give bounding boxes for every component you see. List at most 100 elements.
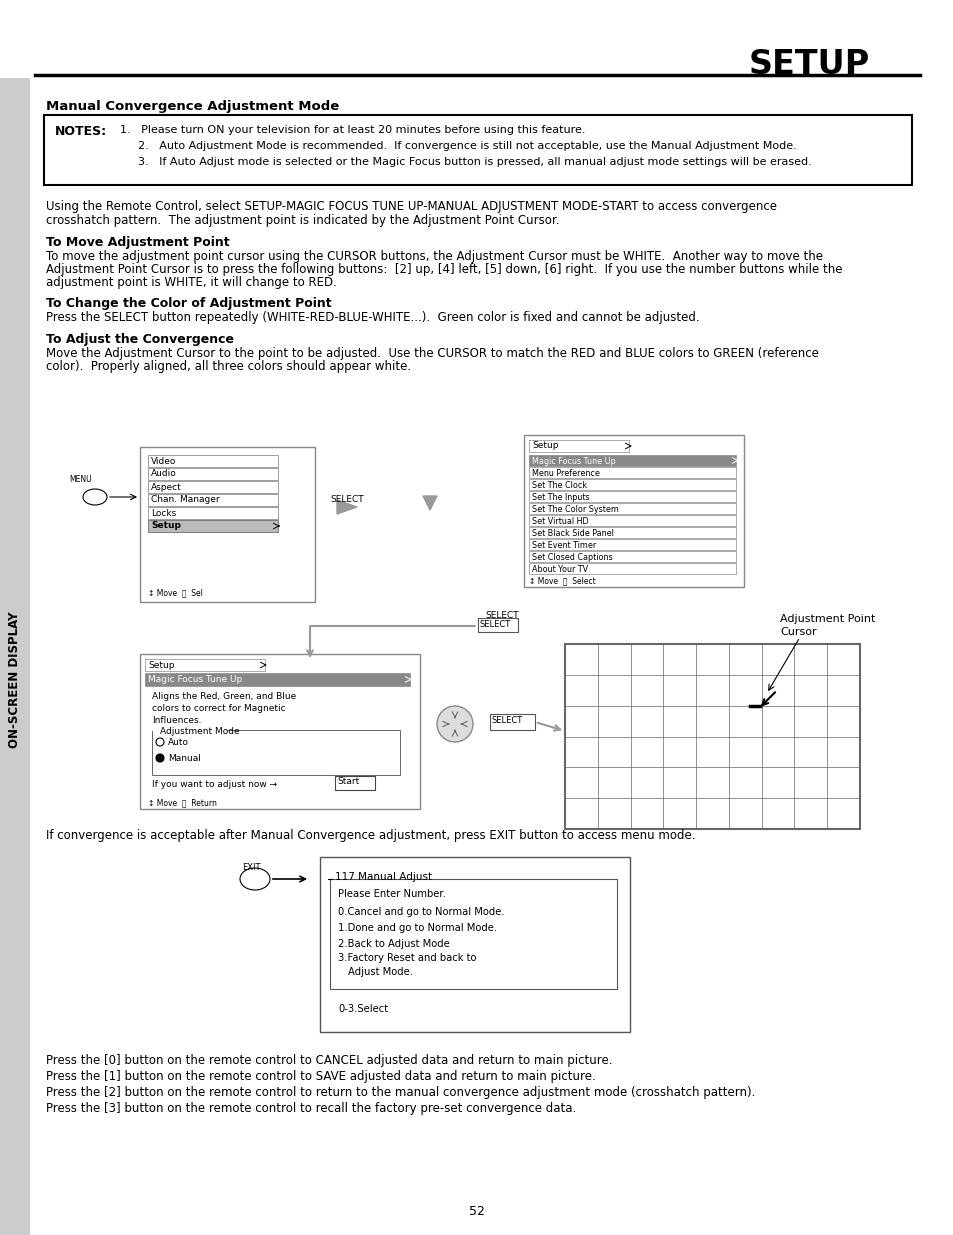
Text: 2.   Auto Adjustment Mode is recommended.  If convergence is still not acceptabl: 2. Auto Adjustment Mode is recommended. … (138, 141, 796, 151)
Text: Influences.: Influences. (152, 716, 201, 725)
Text: EXIT: EXIT (241, 863, 260, 872)
Text: Set The Inputs: Set The Inputs (532, 493, 589, 501)
Text: ON-SCREEN DISPLAY: ON-SCREEN DISPLAY (9, 611, 22, 748)
Text: To move the adjustment point cursor using the CURSOR buttons, the Adjustment Cur: To move the adjustment point cursor usin… (46, 249, 822, 263)
Circle shape (156, 755, 164, 762)
Bar (152, 725, 227, 731)
Text: Aligns the Red, Green, and Blue: Aligns the Red, Green, and Blue (152, 692, 296, 701)
Bar (148, 494, 277, 506)
Bar (529, 454, 735, 466)
Bar (145, 673, 410, 685)
Bar (529, 492, 735, 501)
Text: Set The Color System: Set The Color System (532, 505, 618, 514)
Bar (529, 551, 735, 562)
Bar (529, 538, 735, 550)
Text: Setup: Setup (151, 521, 181, 531)
Bar (148, 468, 277, 480)
Bar (330, 879, 617, 989)
Bar (0, 78, 30, 1235)
Text: Adjustment Point Cursor is to press the following buttons:  [2] up, [4] left, [5: Adjustment Point Cursor is to press the … (46, 263, 841, 275)
Text: Please Enter Number.: Please Enter Number. (337, 889, 445, 899)
Text: Set Black Side Panel: Set Black Side Panel (532, 529, 613, 537)
Text: SELECT: SELECT (484, 611, 518, 620)
Bar (529, 527, 735, 538)
Text: 2.Back to Adjust Mode: 2.Back to Adjust Mode (337, 939, 449, 948)
Bar (529, 563, 735, 574)
Text: 52: 52 (469, 1205, 484, 1218)
Text: SELECT: SELECT (479, 620, 511, 629)
Text: 0.Cancel and go to Normal Mode.: 0.Cancel and go to Normal Mode. (337, 906, 504, 918)
Text: To Change the Color of Adjustment Point: To Change the Color of Adjustment Point (46, 296, 332, 310)
Bar (145, 659, 265, 671)
Bar (529, 440, 628, 452)
Text: MENU: MENU (70, 475, 92, 484)
Bar (140, 655, 419, 809)
Text: If you want to adjust now →: If you want to adjust now → (152, 781, 276, 789)
Text: Adjustment Point: Adjustment Point (780, 614, 875, 624)
Text: NOTES:: NOTES: (55, 125, 107, 138)
Text: Menu Preference: Menu Preference (532, 468, 599, 478)
Text: adjustment point is WHITE, it will change to RED.: adjustment point is WHITE, it will chang… (46, 275, 336, 289)
Bar (148, 508, 277, 519)
Text: SELECT: SELECT (330, 495, 363, 504)
Text: Manual: Manual (168, 755, 201, 763)
Text: Start: Start (336, 778, 359, 787)
Text: Press the SELECT button repeatedly (WHITE-RED-BLUE-WHITE...).  Green color is fi: Press the SELECT button repeatedly (WHIT… (46, 311, 699, 324)
Bar (564, 643, 859, 829)
Text: SELECT: SELECT (492, 716, 522, 725)
Text: Cursor: Cursor (780, 627, 816, 637)
Text: ↕ Move  Ⓛ  Select: ↕ Move Ⓛ Select (529, 576, 595, 585)
Text: Set Virtual HD: Set Virtual HD (532, 516, 588, 526)
Bar (529, 503, 735, 514)
Text: Set The Clock: Set The Clock (532, 480, 586, 489)
Text: Set Event Timer: Set Event Timer (532, 541, 596, 550)
Text: Set Closed Captions: Set Closed Captions (532, 552, 612, 562)
Bar (335, 776, 375, 790)
Text: SETUP: SETUP (748, 48, 869, 82)
Text: Press the [3] button on the remote control to recall the factory pre-set converg: Press the [3] button on the remote contr… (46, 1102, 576, 1115)
Text: Setup: Setup (148, 661, 174, 669)
Text: Using the Remote Control, select SETUP-MAGIC FOCUS TUNE UP-MANUAL ADJUSTMENT MOD: Using the Remote Control, select SETUP-M… (46, 200, 776, 212)
Text: Press the [1] button on the remote control to SAVE adjusted data and return to m: Press the [1] button on the remote contr… (46, 1070, 595, 1083)
Bar (148, 454, 277, 467)
Text: Press the [0] button on the remote control to CANCEL adjusted data and return to: Press the [0] button on the remote contr… (46, 1053, 612, 1067)
Text: Auto: Auto (168, 739, 189, 747)
Polygon shape (336, 500, 356, 514)
Bar (529, 515, 735, 526)
Bar (319, 857, 629, 1032)
Bar (529, 479, 735, 490)
Text: To Adjust the Convergence: To Adjust the Convergence (46, 333, 233, 346)
Text: colors to correct for Magnetic: colors to correct for Magnetic (152, 704, 285, 713)
Text: Chan. Manager: Chan. Manager (151, 495, 219, 505)
Text: Magic Focus Tune Up: Magic Focus Tune Up (148, 674, 242, 683)
Text: Adjust Mode.: Adjust Mode. (348, 967, 413, 977)
Polygon shape (422, 496, 436, 510)
Text: crosshatch pattern.  The adjustment point is indicated by the Adjustment Point C: crosshatch pattern. The adjustment point… (46, 214, 558, 227)
Text: About Your TV: About Your TV (532, 564, 587, 573)
Text: 3.Factory Reset and back to: 3.Factory Reset and back to (337, 953, 476, 963)
Text: Move the Adjustment Cursor to the point to be adjusted.  Use the CURSOR to match: Move the Adjustment Cursor to the point … (46, 347, 818, 359)
Text: 1.Done and go to Normal Mode.: 1.Done and go to Normal Mode. (337, 923, 497, 932)
Bar (148, 480, 277, 493)
Bar (529, 467, 735, 478)
Text: Aspect: Aspect (151, 483, 182, 492)
Text: ↕ Move  Ⓛ  Sel: ↕ Move Ⓛ Sel (148, 588, 203, 597)
Text: 1.   Please turn ON your television for at least 20 minutes before using this fe: 1. Please turn ON your television for at… (120, 125, 585, 135)
Text: 3.   If Auto Adjust mode is selected or the Magic Focus button is pressed, all m: 3. If Auto Adjust mode is selected or th… (138, 157, 811, 167)
Bar (148, 520, 277, 532)
Text: 117 Manual Adjust: 117 Manual Adjust (335, 872, 432, 882)
Text: color).  Properly aligned, all three colors should appear white.: color). Properly aligned, all three colo… (46, 359, 411, 373)
Bar (44, 115, 911, 185)
Bar (490, 714, 535, 730)
Text: To Move Adjustment Point: To Move Adjustment Point (46, 236, 230, 249)
Bar (523, 435, 743, 587)
Text: Adjustment Mode: Adjustment Mode (160, 727, 239, 736)
Text: Video: Video (151, 457, 176, 466)
Text: Locks: Locks (151, 509, 176, 517)
Text: 0-3.Select: 0-3.Select (337, 1004, 388, 1014)
Text: Press the [2] button on the remote control to return to the manual convergence a: Press the [2] button on the remote contr… (46, 1086, 755, 1099)
Text: Audio: Audio (151, 469, 176, 478)
Text: If convergence is acceptable after Manual Convergence adjustment, press EXIT but: If convergence is acceptable after Manua… (46, 829, 695, 842)
Text: Setup: Setup (532, 441, 558, 451)
Text: Magic Focus Tune Up: Magic Focus Tune Up (532, 457, 615, 466)
